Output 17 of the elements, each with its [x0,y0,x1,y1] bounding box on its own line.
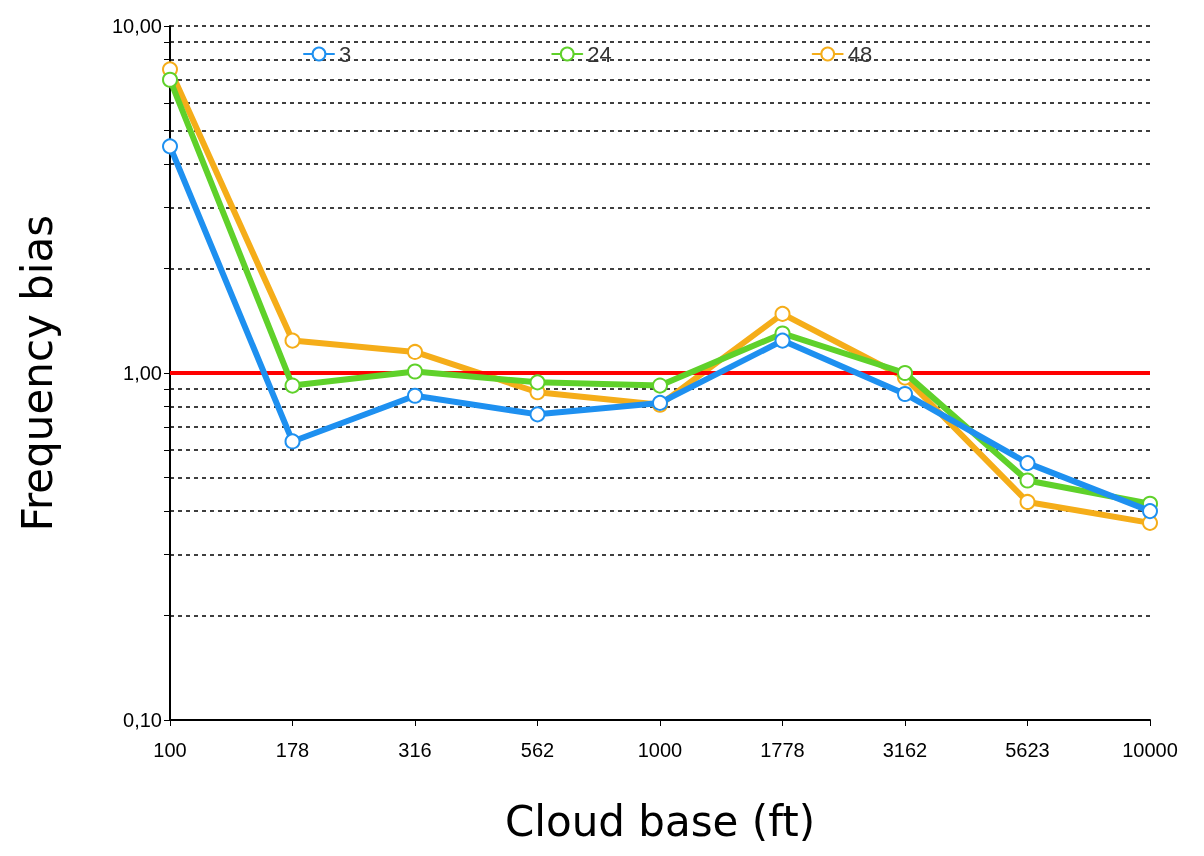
y-tick-label: 10,00 [111,15,162,37]
y-tick-label: 0,10 [123,709,162,731]
x-tick-label: 1000 [637,739,683,761]
y-tick-label: 1,00 [123,362,162,384]
x-axis-title: Cloud base (ft) [504,796,816,846]
legend-label: 3 [339,41,352,67]
x-tick-label: 1778 [760,739,805,761]
x-tick-label: 10000 [1122,739,1178,761]
x-tick-label: 5623 [1005,739,1050,761]
y-axis-title: Frequency bias [12,214,62,532]
x-tick-label: 562 [520,739,555,761]
x-tick-label: 178 [275,739,310,761]
x-tick-label: 3162 [882,739,928,761]
legend-label: 48 [847,41,873,67]
x-tick-label: 100 [153,739,187,761]
legend-label: 24 [587,41,612,67]
x-tick-label: 316 [398,739,432,761]
